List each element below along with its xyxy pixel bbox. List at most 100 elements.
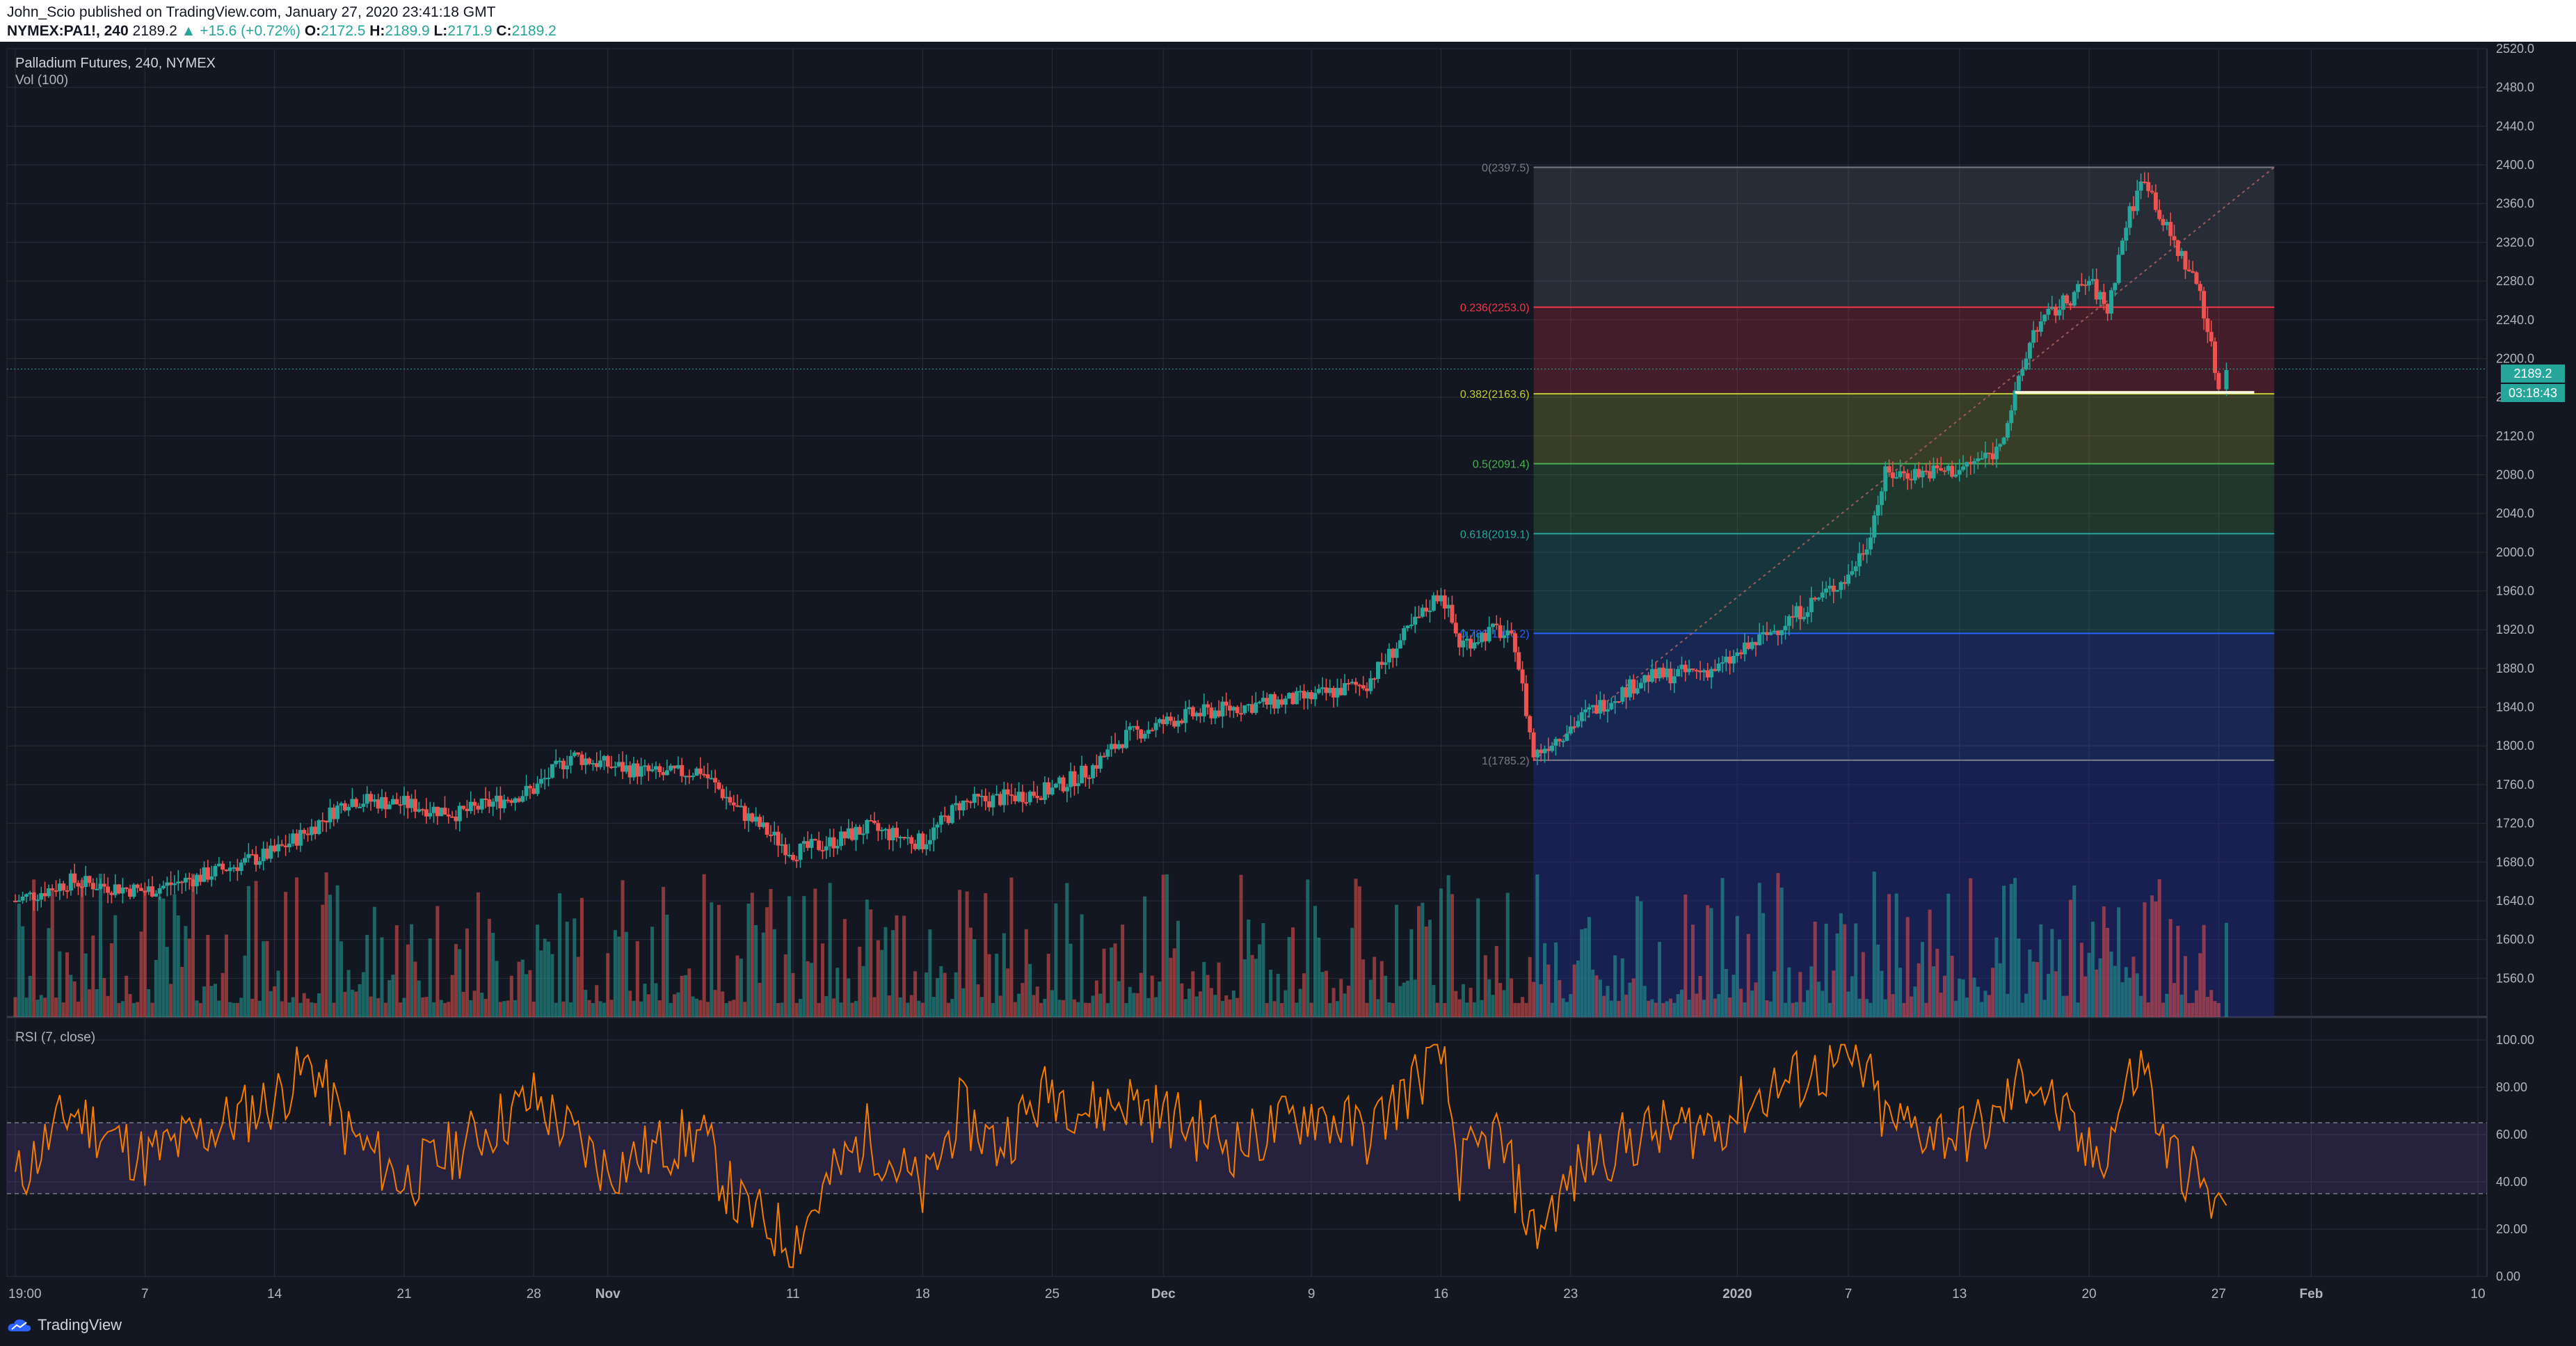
candle-body: [1661, 667, 1665, 678]
candle-body: [1272, 694, 1277, 709]
volume-bar: [1972, 977, 1976, 1017]
candle-body: [1939, 468, 1944, 471]
candle-body: [1131, 726, 1136, 728]
candle-body: [1365, 688, 1370, 691]
candle-body: [954, 803, 959, 806]
candle-body: [1520, 669, 1525, 684]
candle-body: [1064, 787, 1069, 792]
volume-bar: [936, 978, 940, 1017]
candle-body: [987, 801, 992, 808]
volume-bar: [1035, 986, 1039, 1017]
volume-bar: [1287, 937, 1291, 1017]
candle-body: [31, 892, 36, 900]
candle-body: [369, 794, 374, 802]
candle-body: [1283, 698, 1288, 705]
volume-bar: [24, 998, 29, 1017]
volume-bar: [1313, 906, 1317, 1017]
volume-bar: [1558, 979, 1562, 1017]
candle-body: [90, 883, 95, 890]
candle-body: [350, 799, 355, 807]
volume-bar: [1953, 1000, 1958, 1017]
volume-bar: [1365, 1002, 1369, 1017]
candle-body: [317, 820, 321, 834]
volume-bar: [898, 997, 902, 1017]
volume-bar: [1187, 988, 1191, 1017]
candle-body: [820, 849, 825, 851]
chart-canvas[interactable]: 0(2397.5) 0.236(2253.0) 0.382(2163.6) 0.5(2…: [0, 42, 2576, 1308]
candle-body: [1402, 628, 1407, 641]
candle-body: [876, 823, 881, 831]
candle-body: [1157, 719, 1162, 723]
candle-body: [1546, 748, 1551, 751]
volume-bar: [2065, 995, 2069, 1017]
volume-bar: [1773, 971, 1777, 1017]
time-tick-label: Dec: [1151, 1287, 1176, 1301]
candle-body: [1731, 656, 1736, 664]
candle-body: [1531, 732, 1536, 758]
candle-body: [13, 900, 17, 902]
candle-body: [1868, 537, 1873, 550]
volume-bar: [1009, 877, 1014, 1017]
volume-bar: [195, 1000, 199, 1017]
volume-bar: [202, 986, 206, 1017]
volume-bar: [458, 949, 462, 1017]
candle-body: [1327, 687, 1332, 694]
volume-bar: [313, 1002, 317, 1017]
candle-body: [909, 837, 914, 844]
volume-bar: [1006, 968, 1010, 1017]
candle-body: [2031, 330, 2036, 343]
grid: [6, 48, 2488, 1277]
candle-body: [920, 833, 925, 849]
volume-bar: [650, 927, 655, 1017]
candle-body: [302, 830, 307, 834]
candle-body: [431, 806, 436, 813]
candle-body: [524, 785, 529, 796]
volume-bar: [2198, 953, 2202, 1017]
volume-bar: [2068, 899, 2072, 1017]
candle-body: [1594, 705, 1599, 714]
candle-body: [850, 828, 855, 840]
candle-body: [2001, 438, 2006, 444]
candle-body: [483, 798, 488, 800]
candle-body: [1568, 726, 1573, 734]
volume-bar: [735, 955, 739, 1017]
volume-bar: [946, 1002, 950, 1017]
candle-body: [705, 774, 710, 778]
candle-body: [554, 760, 559, 764]
price-tick-label: 1640.0: [2496, 894, 2534, 908]
chart-area[interactable]: 0(2397.5) 0.236(2253.0) 0.382(2163.6) 0.5(2…: [0, 42, 2576, 1346]
candle-body: [2057, 310, 2062, 316]
price-tick-label: 2400.0: [2496, 158, 2534, 172]
candle-body: [2168, 222, 2173, 237]
volume-bar: [1494, 945, 1498, 1017]
volume-bar: [1613, 955, 1617, 1017]
brand-text: TradingView: [38, 1316, 122, 1333]
volume-bar: [1905, 917, 1910, 1017]
volume-bar: [1298, 988, 1302, 1017]
candle-body: [1228, 705, 1233, 711]
candle-body: [1165, 716, 1169, 725]
candle-body: [442, 808, 447, 815]
volume-bar: [69, 975, 73, 1017]
candle-body: [1409, 624, 1414, 626]
volume-bar: [1543, 943, 1547, 1017]
volume-bar: [1087, 1003, 1091, 1017]
candle-body: [506, 799, 510, 801]
candle-body: [413, 799, 417, 812]
volume-bar: [794, 1002, 799, 1017]
candle-body: [1050, 787, 1055, 795]
candle-body: [1528, 716, 1533, 732]
candle-body: [1183, 709, 1188, 723]
candle-body: [324, 820, 329, 823]
fibonacci-retracement[interactable]: 0(2397.5) 0.236(2253.0) 0.382(2163.6) 0.5(2…: [1460, 163, 2275, 1017]
price-tick-label: 1560.0: [2496, 971, 2534, 985]
volume-bar: [1083, 1002, 1087, 1017]
volume-bar: [302, 993, 306, 1017]
volume-bar: [1024, 929, 1028, 1017]
candle-body: [1590, 705, 1595, 707]
candle-body: [672, 765, 677, 769]
volume-bar: [1465, 1002, 1469, 1017]
tradingview-logo[interactable]: TradingView: [7, 1316, 122, 1334]
candle-body: [1831, 586, 1836, 592]
volume-bar: [1687, 1000, 1691, 1017]
